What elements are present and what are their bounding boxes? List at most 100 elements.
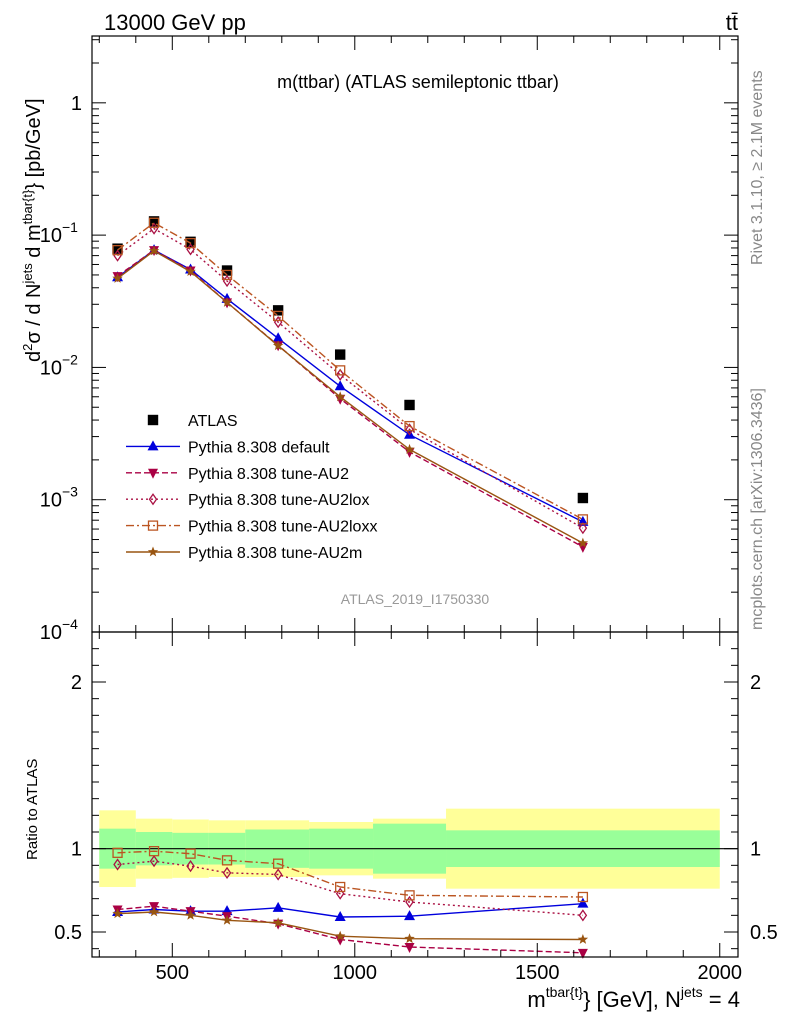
legend-marker-au2m [147, 546, 159, 557]
ratio-frame [91, 631, 739, 958]
series-line-au2m [117, 250, 584, 544]
series-default [112, 244, 589, 526]
point-data-5 [334, 349, 346, 360]
ratio-panel: 0.5 0.5 1 1 2 2 500 1000 1500 2000 Ratio to ATLAS… [24, 631, 778, 1012]
point-au2m-6 [404, 443, 415, 454]
legend-label-default: Pythia 8.308 default [188, 439, 330, 456]
ratio-point-au2lox-7 [578, 909, 588, 922]
main-ytick-label: 10 [40, 357, 62, 379]
ratio-xtick-label: 500 [156, 962, 189, 984]
ratio-point-au2loxx-6 [404, 890, 415, 901]
ratio-point-au2m-7 [577, 934, 589, 944]
ratio-point-default-4 [272, 901, 284, 912]
point-default-4 [272, 332, 284, 343]
ratio-line-au2 [117, 905, 583, 954]
rivet-version-label: Rivet 3.1.10, ≥ 2.1M events [749, 70, 766, 265]
main-ytick-label: 1 [71, 93, 82, 115]
ratio-point-au2loxx-4 [272, 858, 284, 869]
point-au2loxx-2 [185, 237, 196, 249]
ratio-point-au2m-1 [148, 906, 160, 917]
legend-entry-data: ATLAS [147, 413, 238, 430]
legend: ATLAS Pythia 8.308 default Pythia 8.308 tu… [126, 413, 377, 562]
ratio-ytick-label-right: 2 [750, 672, 761, 694]
series-au2m [112, 245, 589, 548]
main-y-axis-label: d2σ / d Njets d mtbar{t}} [pb/GeV] [20, 98, 45, 362]
ratio-point-au2loxx-2 [185, 848, 196, 859]
ratio-ytick-label-right: 1 [750, 839, 761, 861]
ratio-line-au2m [117, 911, 583, 941]
ratio-xtick-label: 1000 [333, 962, 378, 984]
ratio-point-au2m-6 [404, 933, 415, 944]
main-panel: 110−110−210−310−4 m(ttbar) (ATLAS semile… [20, 35, 739, 644]
series-line-au2lox [117, 227, 584, 529]
ratio-series-default [112, 897, 589, 921]
ratio-point-au2-6 [404, 943, 415, 953]
ratio-ytick-label-left: 0.5 [54, 922, 82, 944]
analysis-watermark: ATLAS_2019_I1750330 [341, 591, 490, 607]
header-process-label: tt̄ [726, 10, 738, 35]
legend-marker-au2 [148, 468, 158, 479]
ratio-xtick-label: 1500 [515, 962, 560, 984]
ratio-point-default-7 [577, 897, 589, 908]
point-au2lox-0 [113, 249, 122, 262]
ratio-point-au2loxx-0 [112, 847, 123, 858]
legend-label-au2loxx: Pythia 8.308 tune-AU2loxx [188, 519, 377, 536]
point-au2loxx-6 [404, 420, 415, 432]
point-au2loxx-1 [148, 217, 160, 228]
main-ytick-label: 10 [40, 490, 62, 512]
ratio-y-axis-label: Ratio to ATLAS [24, 759, 41, 860]
series-au2loxx [112, 217, 589, 525]
main-ytick-label: 10 [40, 225, 62, 247]
point-au2m-2 [185, 266, 196, 276]
ratio-point-au2loxx-1 [148, 846, 160, 857]
series-au2lox [113, 222, 588, 535]
ratio-series-au2loxx [112, 846, 589, 903]
ratio-line-au2lox [117, 860, 583, 916]
series-line-au2 [117, 249, 584, 548]
ratio-point-au2lox-4 [273, 868, 283, 881]
point-data-6 [404, 399, 415, 411]
ratio-line-au2loxx [117, 850, 583, 898]
legend-marker-au2loxx [147, 520, 159, 531]
ratio-point-au2m-5 [334, 930, 346, 941]
point-au2m-7 [577, 537, 589, 548]
legend-entry-au2lox: Pythia 8.308 tune-AU2lox [126, 492, 369, 509]
point-au2loxx-0 [112, 244, 123, 256]
legend-entry-au2: Pythia 8.308 tune-AU2 [126, 466, 349, 483]
ratio-point-au2lox-0 [113, 858, 122, 871]
point-au2loxx-7 [577, 514, 589, 525]
ratio-point-default-5 [334, 911, 346, 921]
main-ytick-label: 10 [40, 622, 62, 644]
ratio-point-au2loxx-7 [577, 891, 589, 903]
legend-label-au2m: Pythia 8.308 tune-AU2m [188, 545, 362, 562]
main-axes: 110−110−210−310−4 [40, 36, 738, 644]
legend-entry-default: Pythia 8.308 default [126, 439, 330, 456]
ratio-point-au2m-2 [185, 909, 196, 920]
point-au2m-1 [148, 245, 160, 256]
main-plot-marks [112, 216, 589, 553]
legend-entry-au2loxx: Pythia 8.308 tune-AU2loxx [126, 519, 377, 536]
ratio-ytick-label-left: 2 [71, 672, 82, 694]
ratio-point-au2m-0 [112, 908, 123, 919]
point-au2m-4 [272, 340, 284, 351]
legend-marker-data [147, 414, 159, 426]
ratio-point-au2loxx-3 [221, 855, 233, 866]
point-default-5 [334, 380, 346, 391]
ratio-series-au2m [112, 906, 589, 944]
point-au2m-5 [334, 391, 346, 402]
point-au2m-3 [221, 296, 233, 307]
mcplots-credit-label: mcplots.cern.ch [arXiv:1306.3436] [749, 388, 766, 630]
point-au2loxx-5 [335, 365, 346, 376]
main-ytick-exponent: −4 [62, 616, 78, 632]
point-data-2 [185, 236, 196, 248]
legend-label-au2lox: Pythia 8.308 tune-AU2lox [188, 492, 369, 509]
point-au2lox-7 [578, 521, 588, 535]
point-data-7 [577, 492, 589, 504]
series-line-au2loxx [117, 221, 584, 521]
point-data-4 [272, 305, 284, 316]
main-ytick-exponent: −2 [62, 351, 78, 367]
legend-entry-au2m: Pythia 8.308 tune-AU2m [126, 545, 362, 562]
point-au2loxx-3 [221, 269, 233, 281]
ratio-point-au2lox-2 [186, 860, 195, 873]
